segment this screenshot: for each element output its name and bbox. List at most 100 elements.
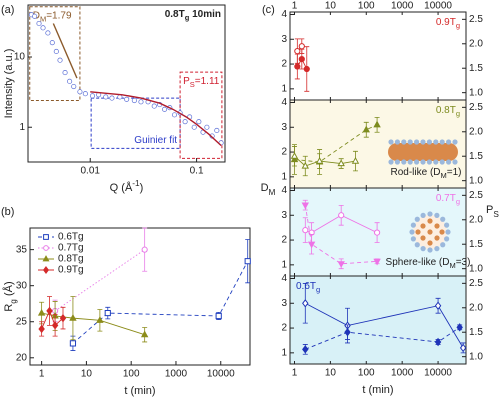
data-line <box>54 249 145 312</box>
panel-label: (a) <box>1 4 14 16</box>
y-tick-label: 3 <box>281 34 287 45</box>
illustration <box>414 216 420 222</box>
y2-tick-label: 2.0 <box>469 126 483 137</box>
marker <box>298 43 305 50</box>
legend-label: 0.8Tg <box>58 254 84 265</box>
x-tick-label: 100 <box>123 369 140 380</box>
marker <box>373 120 381 128</box>
illustration <box>407 159 413 165</box>
box-label: PS=1.11 <box>183 76 220 90</box>
panel-state-label: 0.9Tg <box>436 17 460 31</box>
illustration <box>446 139 452 145</box>
panel-state-label-part: g <box>456 109 460 118</box>
y2-tick-label: 1.0 <box>469 175 483 186</box>
marker <box>38 324 45 334</box>
y-tick-label: 4 <box>281 97 287 108</box>
marker <box>302 299 309 308</box>
illustration <box>410 236 416 242</box>
illustration <box>439 139 445 145</box>
y-tick-label: 1 <box>281 171 287 182</box>
y-tick-label: 1 <box>281 259 287 270</box>
marker <box>71 83 77 90</box>
legend-label: 0.9Tg <box>58 265 84 276</box>
illustration <box>427 229 433 235</box>
data-line <box>41 309 64 330</box>
marker <box>59 313 67 323</box>
x-tick-label-top: 1 <box>292 1 298 12</box>
panel-state-label: 0.7Tg <box>436 193 460 207</box>
marker <box>57 57 63 63</box>
y-axis-label: DM <box>261 182 276 197</box>
illustration <box>427 240 433 246</box>
illustration <box>388 139 394 145</box>
marker <box>67 78 73 84</box>
x-tick-label-top: 10000 <box>424 1 452 12</box>
marker <box>303 65 310 73</box>
illustration <box>434 212 440 218</box>
y2-tick-label: 2.0 <box>469 38 483 49</box>
panel-state-label-part: 0.6T <box>296 281 316 292</box>
marker <box>307 241 316 249</box>
marker <box>49 40 55 46</box>
data-line <box>305 214 378 234</box>
illustration <box>434 223 440 229</box>
annotation-part: =3) <box>456 257 471 268</box>
illustration <box>439 229 445 235</box>
y-tick-label: 2 <box>281 323 287 334</box>
x-tick-label: 10 <box>81 369 93 380</box>
marker <box>46 306 53 316</box>
y-tick-label: 30 <box>16 280 28 291</box>
y-tick-label: 1 <box>19 122 25 133</box>
x-axis-label-part: Q (Å <box>110 181 133 194</box>
illustration <box>407 139 413 145</box>
marker <box>214 127 220 134</box>
illustration <box>409 229 415 235</box>
illustration <box>414 242 420 248</box>
y-tick-label: 35 <box>16 244 28 255</box>
marker <box>434 337 442 347</box>
legend-marker <box>42 266 50 274</box>
box-label-part: S <box>190 81 195 90</box>
illustration <box>420 246 426 252</box>
panel-state-label: 0.8Tg <box>436 105 460 119</box>
x-tick-label: 10 <box>325 368 337 379</box>
panel-state-label-part: 0.7T <box>436 193 456 204</box>
illustration <box>420 212 426 218</box>
marker <box>151 103 157 109</box>
marker <box>124 96 130 102</box>
panel-state-label-part: 0.8T <box>436 105 456 116</box>
marker <box>182 119 188 125</box>
illustration <box>420 235 426 241</box>
y2-tick-label: 2.5 <box>469 14 483 25</box>
y-tick-label: 1 <box>281 83 287 94</box>
illustration <box>414 159 420 165</box>
x-axis-label-part: ) <box>140 182 144 194</box>
marker <box>138 99 144 105</box>
marker <box>191 124 197 130</box>
marker <box>196 119 202 125</box>
marker <box>40 25 46 31</box>
x-tick-label: 100 <box>358 368 375 379</box>
marker <box>171 112 178 118</box>
x-tick-label-top: 100 <box>358 1 375 12</box>
illustration <box>394 159 400 165</box>
marker <box>337 261 345 268</box>
marker <box>301 161 309 169</box>
annotation-part: Rod-like (D <box>391 167 441 178</box>
marker <box>117 94 123 100</box>
y-axis-label-part: g <box>9 299 18 304</box>
marker <box>373 258 381 266</box>
legend-marker <box>43 234 49 240</box>
marker <box>434 301 442 310</box>
illustration <box>452 159 458 165</box>
marker <box>36 20 42 27</box>
y2-tick-label: 2.0 <box>469 302 483 313</box>
x-tick-label: 0.1 <box>190 166 204 177</box>
illustration <box>433 159 439 165</box>
x-tick-label: 1 <box>39 369 45 380</box>
legend-label: 0.7Tg <box>58 243 84 254</box>
marker <box>294 63 301 70</box>
marker <box>37 308 46 316</box>
marker <box>141 246 148 253</box>
illustration <box>433 139 439 145</box>
